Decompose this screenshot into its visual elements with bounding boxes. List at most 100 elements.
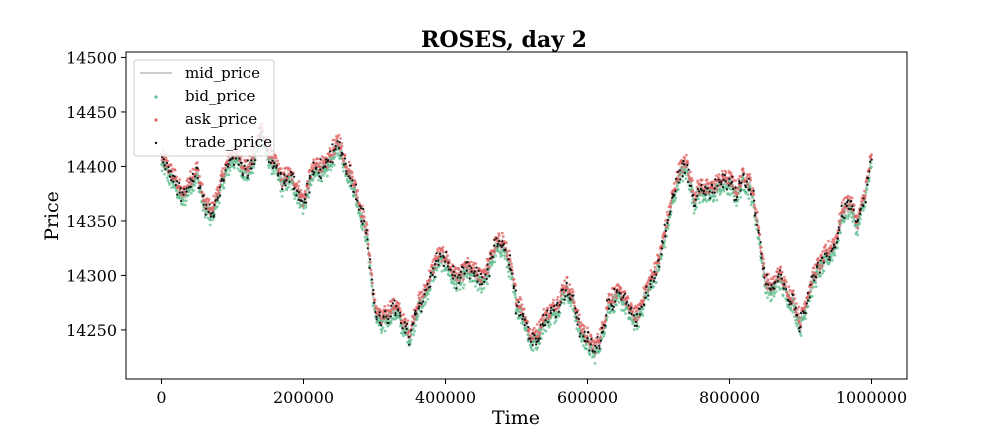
bid-price-point — [815, 269, 819, 273]
trade-price-point — [300, 199, 304, 203]
ask-price-point — [755, 219, 759, 222]
legend-trade-price-marker — [154, 141, 158, 145]
ask-price-point — [602, 326, 606, 330]
ask-price-point — [204, 200, 208, 203]
bid-price-point — [513, 291, 516, 294]
trade-price-point — [466, 260, 469, 264]
bid-price-point — [161, 163, 164, 166]
trade-price-point — [238, 157, 241, 160]
chart-title: ROSES, day 2 — [421, 27, 587, 53]
trade-price-point — [399, 314, 402, 317]
bid-price-point — [663, 245, 667, 249]
bid-price-point — [345, 174, 349, 178]
trade-price-point — [252, 163, 256, 166]
trade-price-point — [661, 241, 664, 244]
bid-price-point — [166, 179, 170, 182]
ask-price-point — [166, 159, 169, 163]
trade-price-point — [451, 273, 454, 277]
bid-price-point — [311, 177, 315, 181]
bid-price-point — [547, 325, 551, 329]
ask-price-point — [660, 244, 664, 248]
bid-price-point — [691, 197, 695, 201]
trade-price-point — [452, 265, 455, 268]
trade-price-point — [403, 331, 407, 334]
trade-price-point — [598, 344, 601, 347]
trade-price-point — [479, 272, 483, 275]
legend-mid-price-label: mid_price — [185, 64, 260, 82]
ask-price-point — [809, 280, 813, 284]
ask-price-point — [633, 316, 637, 320]
trade-price-point — [363, 219, 366, 223]
trade-price-point — [764, 282, 767, 286]
trade-price-point — [734, 186, 737, 189]
bid-price-point — [355, 205, 359, 208]
trade-price-point — [202, 194, 205, 197]
trade-price-point — [566, 294, 569, 297]
trade-price-point — [635, 324, 639, 327]
ask-price-point — [413, 317, 416, 321]
ask-price-point — [668, 202, 672, 205]
trade-price-point — [621, 296, 625, 299]
bid-price-point — [847, 213, 851, 217]
bid-price-point — [485, 274, 488, 278]
ask-price-point — [306, 179, 309, 183]
trade-price-point — [447, 261, 450, 264]
bid-price-point — [494, 254, 498, 258]
trade-price-point — [304, 193, 307, 196]
ask-price-point — [539, 326, 543, 329]
bid-price-point — [858, 221, 862, 225]
ask-price-point — [827, 251, 831, 255]
bid-price-point — [865, 188, 869, 191]
bid-price-point — [719, 191, 723, 195]
trade-price-point — [549, 311, 552, 315]
bid-price-point — [320, 179, 324, 183]
ask-price-point — [803, 300, 807, 304]
trade-price-point — [815, 276, 818, 279]
ask-price-point — [701, 183, 705, 187]
trade-price-point — [832, 243, 836, 246]
ask-price-point — [417, 296, 421, 300]
ask-price-point — [819, 253, 823, 257]
ask-price-point — [178, 188, 182, 192]
bid-price-point — [432, 277, 436, 281]
bid-price-point — [686, 170, 689, 173]
ask-price-point — [441, 248, 444, 252]
ask-price-point — [494, 246, 498, 250]
trade-price-point — [218, 194, 222, 197]
trade-price-point — [334, 148, 337, 151]
ask-price-point — [440, 259, 444, 263]
ask-price-point — [787, 285, 791, 289]
bid-price-point — [573, 319, 577, 323]
ask-price-point — [439, 250, 442, 254]
trade-price-point — [241, 172, 244, 175]
trade-price-point — [290, 174, 293, 177]
bid-price-point — [652, 285, 655, 289]
trade-price-point — [692, 193, 695, 196]
ask-price-point — [665, 225, 669, 229]
legend: mid_price bid_price ask_price trade_pric… — [133, 59, 275, 157]
trade-price-point — [521, 317, 524, 321]
ask-price-point — [795, 302, 798, 305]
bid-price-point — [851, 212, 855, 216]
trade-price-point — [823, 252, 826, 256]
ask-price-point — [732, 179, 735, 182]
trade-price-point — [673, 193, 676, 196]
bid-price-point — [233, 166, 236, 170]
trade-price-point — [481, 276, 484, 279]
bid-price-point — [557, 314, 561, 318]
bid-price-point — [280, 194, 284, 198]
bid-price-point — [236, 167, 240, 171]
trade-price-point — [861, 203, 864, 206]
trade-price-point — [729, 182, 732, 185]
trade-price-point — [615, 289, 619, 292]
ask-price-point — [352, 185, 356, 189]
ask-price-point — [200, 190, 204, 194]
trade-price-point — [700, 183, 703, 186]
ask-price-point — [573, 304, 577, 308]
trade-price-point — [496, 242, 499, 246]
trade-price-point — [183, 188, 186, 191]
bid-price-point — [462, 283, 466, 287]
ask-price-point — [290, 178, 294, 182]
ask-price-point — [478, 267, 481, 271]
